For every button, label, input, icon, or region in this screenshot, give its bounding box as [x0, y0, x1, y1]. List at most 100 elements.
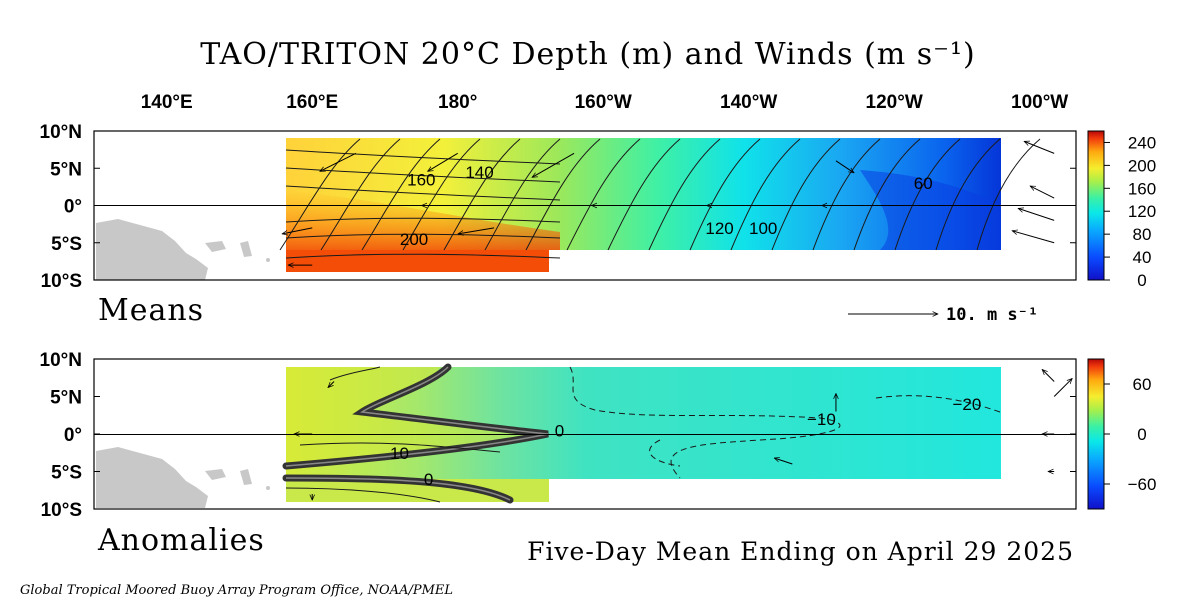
means-contour-labels: 160 140 200 120 100 60 [400, 163, 933, 249]
contour-label: 160 [407, 170, 435, 189]
colorbar-tick-label: 80 [1133, 225, 1152, 244]
contour-label: 120 [705, 219, 733, 238]
colorbar-tick-label: 160 [1128, 179, 1156, 198]
contour-label: 0 [424, 470, 433, 489]
wind-vector [1024, 141, 1055, 154]
colorbar-tick-label: 240 [1128, 133, 1156, 152]
anom-contour-lines [282, 363, 1001, 504]
means-panel-label: Means [98, 293, 204, 328]
anom-contour [285, 487, 441, 503]
wind-vector [1030, 185, 1055, 199]
land-island [266, 258, 270, 262]
wind-scale-label: 10. m s⁻¹ [946, 305, 1038, 325]
lon-tick-label: 140°E [141, 92, 193, 113]
anom-contour-negative [649, 439, 681, 467]
means-contour [935, 138, 1001, 251]
land-island [240, 469, 252, 485]
colorbar-tick-label: −60 [1128, 475, 1157, 494]
anom-colorbar: 60 0 −60 [1087, 358, 1156, 510]
means-contour [771, 138, 841, 251]
lat-tick-label: 5°S [51, 234, 82, 255]
anom-land-mask [96, 447, 270, 508]
means-colorbar-ticks: 240 200 160 120 80 40 0 [1104, 133, 1156, 290]
anom-contour [329, 366, 381, 381]
lon-tick-label: 120°W [866, 92, 923, 113]
means-contour [285, 149, 561, 165]
lat-tick-label: 10°N [40, 350, 82, 371]
contour-label: −10 [807, 410, 836, 429]
means-contour [320, 138, 401, 251]
means-contour [566, 138, 641, 251]
contour-label: −20 [952, 395, 981, 414]
colorbar-tick-label: 40 [1133, 248, 1152, 267]
colorbar-tick-label: 0 [1137, 271, 1146, 290]
means-contour [402, 138, 481, 251]
lon-tick-label: 140°W [720, 92, 777, 113]
anom-zero-contour [285, 477, 511, 501]
contour-label: 10 [390, 444, 409, 463]
wind-vector [1012, 231, 1055, 244]
means-contour [285, 253, 561, 259]
land-island [266, 486, 270, 490]
contour-label: 0 [555, 421, 564, 440]
anom-contour [299, 442, 501, 453]
colorbar-tick-label: 120 [1128, 202, 1156, 221]
wind-vector [328, 381, 335, 388]
contour-label: 60 [914, 174, 933, 193]
wind-vector [428, 152, 458, 171]
means-depth-field-south [286, 250, 549, 272]
anom-wind-vectors [294, 370, 1072, 501]
figure-subtitle: Five-Day Mean Ending on April 29 2025 [527, 537, 1074, 566]
anom-zero-contour [285, 366, 549, 467]
means-contour [894, 138, 961, 251]
contour-label: 200 [400, 230, 428, 249]
lat-tick-label: 10°S [41, 500, 82, 521]
land-island [205, 469, 226, 480]
anom-field-south [286, 479, 549, 502]
lat-tick-label: 5°N [50, 388, 82, 409]
means-contour [285, 233, 561, 239]
colorbar-tick-label: 60 [1133, 375, 1152, 394]
means-contour [607, 138, 681, 251]
means-colorbar: 240 200 160 120 80 40 0 [1087, 130, 1156, 290]
means-contour [689, 138, 761, 251]
means-depth-cold-tongue [860, 170, 1001, 250]
lat-tick-label: 0° [64, 197, 82, 218]
colorbar-tick-label: 0 [1137, 425, 1146, 444]
land-island [205, 241, 226, 252]
wind-vector [774, 458, 793, 465]
anom-colorbar-ticks: 60 0 −60 [1104, 375, 1156, 494]
means-contour-lines [279, 138, 1041, 259]
figure-title: TAO/TRITON 20°C Depth (m) and Winds (m s… [200, 37, 976, 72]
wind-vector [1042, 370, 1055, 382]
lon-tick-label: 160°W [575, 92, 632, 113]
wind-vector [320, 152, 357, 172]
means-land-mask [96, 219, 270, 280]
wind-scale: 10. m s⁻¹ [848, 305, 1038, 325]
means-contour [812, 138, 881, 251]
lat-tick-label: 10°S [41, 271, 82, 292]
contour-label: 100 [749, 219, 777, 238]
means-contour [853, 138, 921, 251]
anom-contour-negative [875, 395, 1001, 413]
land-new-guinea [96, 219, 208, 280]
lat-tick-label: 5°S [51, 463, 82, 484]
anom-latitude-labels: 10°N 5°N 0° 5°S 10°S [40, 350, 1076, 521]
means-contour [285, 217, 561, 223]
lat-tick-label: 10°N [40, 122, 82, 143]
contour-label: 140 [465, 163, 493, 182]
means-contour [525, 138, 601, 251]
anom-positive-area [286, 367, 548, 466]
means-contour [648, 138, 721, 251]
wind-vector [835, 160, 854, 173]
land-island [240, 241, 252, 257]
wind-vector [1053, 379, 1072, 397]
longitude-axis-labels: 140°E 160°E 180° 160°W 140°W 120°W 100°W [141, 92, 1069, 113]
anomalies-panel-label: Anomalies [97, 523, 265, 558]
anomalies-panel: 0 10 0 −10 −20 10°N 5°N 0° 5°S 10°S [40, 350, 1077, 521]
lon-tick-label: 100°W [1011, 92, 1068, 113]
land-new-guinea [96, 447, 208, 508]
means-contour [730, 138, 801, 251]
lon-tick-label: 160°E [286, 92, 338, 113]
lon-tick-label: 180° [438, 92, 477, 113]
